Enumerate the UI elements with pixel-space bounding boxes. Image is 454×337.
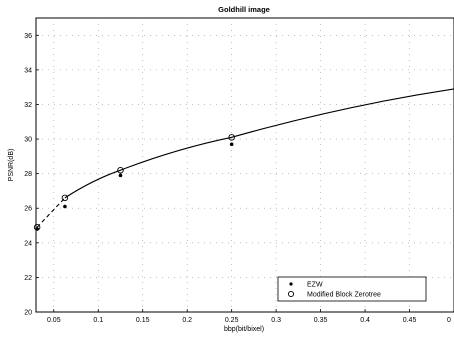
data-markers [33, 134, 235, 231]
y-tick-label: 36 [24, 33, 32, 40]
x-tick-label: 0 [447, 317, 451, 324]
legend-marker-mbz [287, 290, 295, 298]
chart-title: Goldhill image [218, 5, 270, 14]
point-ezw [35, 227, 39, 231]
y-tick-label: 26 [24, 206, 32, 213]
y-tick-label: 24 [24, 240, 32, 247]
x-tick-label: 0.4 [360, 317, 370, 324]
x-tick-label: 0.35 [314, 317, 328, 324]
y-tick-label: 20 [24, 310, 32, 317]
y-tick-label: 28 [24, 171, 32, 178]
x-axis-ticks: 0.05 0.1 0.15 0.2 0.25 0.3 0.35 0.4 0.45 0 [47, 309, 454, 324]
plot-area [35, 17, 454, 313]
point-modified-block-zerotree [61, 194, 69, 202]
x-tick-label: 0.3 [271, 317, 281, 324]
x-tick-label: 0.1 [93, 317, 103, 324]
y-axis-label: PSNR(dB) [8, 149, 15, 182]
legend-label-ezw: EZW [307, 282, 323, 289]
legend-marker-ezw [289, 282, 293, 286]
x-tick-label: 0.25 [225, 317, 239, 324]
y-tick-label: 34 [24, 67, 32, 74]
point-ezw [118, 173, 123, 178]
legend-box [277, 276, 427, 302]
x-tick-label: 0.2 [182, 317, 192, 324]
point-modified-block-zerotree [228, 134, 235, 141]
series-lines [36, 88, 454, 228]
x-tick-label: 0.15 [136, 317, 150, 324]
point-modified-block-zerotree [117, 166, 124, 174]
series-line-modified-block-zerotree [64, 88, 454, 199]
y-tick-label: 30 [24, 137, 32, 144]
point-ezw [229, 142, 234, 147]
y-tick-label: 22 [24, 275, 32, 282]
point-ezw [63, 204, 67, 209]
y-axis-ticks: 20 22 24 26 28 30 32 34 36 [24, 33, 39, 317]
legend-label-mbz: Modified Block Zerotree [307, 292, 381, 299]
x-axis-label: bbp(bit/bixel) [224, 326, 264, 333]
y-tick-label: 32 [24, 102, 32, 109]
x-tick-label: 0.45 [403, 317, 417, 324]
x-tick-label: 0.05 [47, 317, 61, 324]
legend: EZW Modified Block Zerotree [277, 276, 427, 302]
